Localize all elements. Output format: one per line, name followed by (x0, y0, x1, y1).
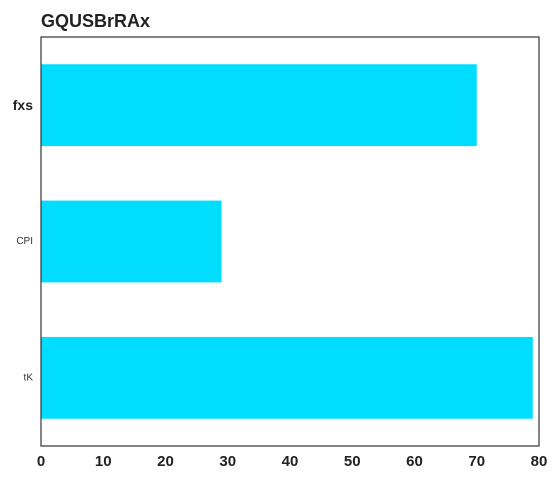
y-tick-label-cpi: CPI (16, 236, 33, 247)
x-tick-labels: 0 10 20 30 40 50 60 70 80 (37, 453, 548, 470)
x-tick-label-60: 60 (406, 453, 423, 470)
y-tick-labels: fxs CPI tK (13, 97, 34, 383)
plot-frame (40, 36, 540, 447)
bars-group (41, 64, 533, 419)
y-tick-label-tk: tK (24, 372, 34, 383)
chart-title: GQUSBrRAx (41, 11, 150, 31)
bar-cpi (41, 200, 222, 283)
bar-fxs (41, 64, 477, 147)
x-tick-label-80: 80 (531, 453, 548, 470)
x-tick-label-0: 0 (37, 453, 45, 470)
x-tick-label-40: 40 (282, 453, 299, 470)
x-tick-label-30: 30 (219, 453, 236, 470)
y-tick-label-fxs: fxs (13, 97, 33, 113)
x-tick-label-50: 50 (344, 453, 361, 470)
bar-tk (41, 336, 533, 419)
x-tick-label-70: 70 (468, 453, 485, 470)
x-tick-label-10: 10 (95, 453, 112, 470)
x-tick-label-20: 20 (157, 453, 174, 470)
